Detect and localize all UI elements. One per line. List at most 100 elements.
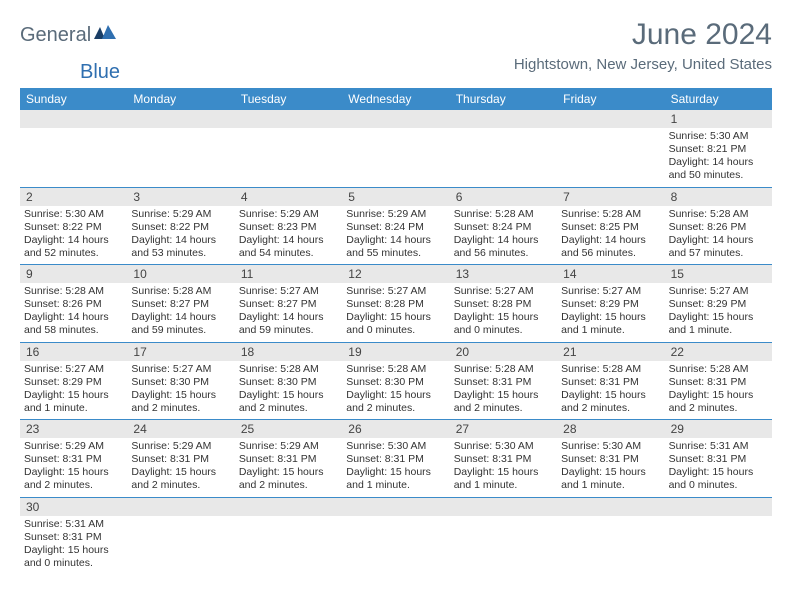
day-info: Sunrise: 5:29 AM Sunset: 8:23 PM Dayligh… (235, 206, 342, 265)
day-number: 14 (557, 265, 664, 283)
day-number: 19 (342, 343, 449, 361)
day-number: 11 (235, 265, 342, 283)
day-number: 24 (127, 420, 234, 438)
day-number: 1 (665, 110, 772, 128)
logo-text-blue: Blue (80, 61, 792, 84)
flag-icon (94, 25, 116, 46)
day-info: Sunrise: 5:30 AM Sunset: 8:31 PM Dayligh… (342, 438, 449, 497)
day-number (342, 498, 449, 516)
day-info: Sunrise: 5:27 AM Sunset: 8:30 PM Dayligh… (127, 361, 234, 420)
day-info: Sunrise: 5:27 AM Sunset: 8:28 PM Dayligh… (450, 283, 557, 342)
info-row: Sunrise: 5:28 AM Sunset: 8:26 PM Dayligh… (20, 283, 772, 343)
day-info: Sunrise: 5:30 AM Sunset: 8:31 PM Dayligh… (557, 438, 664, 497)
logo: General (20, 18, 118, 47)
day-number (450, 498, 557, 516)
info-row: Sunrise: 5:30 AM Sunset: 8:21 PM Dayligh… (20, 128, 772, 188)
day-number: 20 (450, 343, 557, 361)
info-row: Sunrise: 5:31 AM Sunset: 8:31 PM Dayligh… (20, 516, 772, 575)
day-info: Sunrise: 5:29 AM Sunset: 8:24 PM Dayligh… (342, 206, 449, 265)
day-info: Sunrise: 5:29 AM Sunset: 8:31 PM Dayligh… (127, 438, 234, 497)
daynum-row: 16171819202122 (20, 343, 772, 361)
day-number (557, 498, 664, 516)
day-info (665, 516, 772, 575)
day-info: Sunrise: 5:28 AM Sunset: 8:26 PM Dayligh… (20, 283, 127, 342)
day-number (342, 110, 449, 128)
day-info: Sunrise: 5:29 AM Sunset: 8:31 PM Dayligh… (235, 438, 342, 497)
day-number (450, 110, 557, 128)
day-info: Sunrise: 5:30 AM Sunset: 8:31 PM Dayligh… (450, 438, 557, 497)
day-number: 17 (127, 343, 234, 361)
logo-text-general: General (20, 24, 91, 47)
day-number: 7 (557, 188, 664, 206)
calendar: SundayMondayTuesdayWednesdayThursdayFrid… (20, 88, 772, 574)
day-info: Sunrise: 5:27 AM Sunset: 8:29 PM Dayligh… (665, 283, 772, 342)
day-number: 6 (450, 188, 557, 206)
day-info: Sunrise: 5:28 AM Sunset: 8:27 PM Dayligh… (127, 283, 234, 342)
day-info (235, 516, 342, 575)
day-number: 25 (235, 420, 342, 438)
day-info: Sunrise: 5:28 AM Sunset: 8:30 PM Dayligh… (235, 361, 342, 420)
day-info (557, 128, 664, 187)
day-info (342, 128, 449, 187)
day-number: 15 (665, 265, 772, 283)
day-number: 23 (20, 420, 127, 438)
day-info: Sunrise: 5:30 AM Sunset: 8:22 PM Dayligh… (20, 206, 127, 265)
day-info (342, 516, 449, 575)
daynum-row: 1 (20, 110, 772, 128)
day-header-cell: Friday (557, 88, 664, 110)
day-info (20, 128, 127, 187)
day-info: Sunrise: 5:29 AM Sunset: 8:31 PM Dayligh… (20, 438, 127, 497)
day-number (665, 498, 772, 516)
day-info: Sunrise: 5:28 AM Sunset: 8:31 PM Dayligh… (450, 361, 557, 420)
day-number: 13 (450, 265, 557, 283)
day-number: 8 (665, 188, 772, 206)
day-info (127, 128, 234, 187)
day-info: Sunrise: 5:28 AM Sunset: 8:25 PM Dayligh… (557, 206, 664, 265)
day-header-cell: Thursday (450, 88, 557, 110)
day-number: 26 (342, 420, 449, 438)
day-number: 12 (342, 265, 449, 283)
day-info (450, 128, 557, 187)
day-info: Sunrise: 5:27 AM Sunset: 8:27 PM Dayligh… (235, 283, 342, 342)
day-info (235, 128, 342, 187)
day-header-cell: Sunday (20, 88, 127, 110)
day-header-cell: Tuesday (235, 88, 342, 110)
day-number: 3 (127, 188, 234, 206)
day-info: Sunrise: 5:30 AM Sunset: 8:21 PM Dayligh… (665, 128, 772, 187)
day-number: 28 (557, 420, 664, 438)
day-header-cell: Monday (127, 88, 234, 110)
info-row: Sunrise: 5:29 AM Sunset: 8:31 PM Dayligh… (20, 438, 772, 498)
day-number (20, 110, 127, 128)
day-number: 21 (557, 343, 664, 361)
day-number (127, 498, 234, 516)
day-header-row: SundayMondayTuesdayWednesdayThursdayFrid… (20, 88, 772, 110)
day-info: Sunrise: 5:28 AM Sunset: 8:24 PM Dayligh… (450, 206, 557, 265)
day-number: 10 (127, 265, 234, 283)
daynum-row: 30 (20, 498, 772, 516)
day-number: 22 (665, 343, 772, 361)
daynum-row: 23242526272829 (20, 420, 772, 438)
day-number: 29 (665, 420, 772, 438)
info-row: Sunrise: 5:27 AM Sunset: 8:29 PM Dayligh… (20, 361, 772, 421)
day-info: Sunrise: 5:27 AM Sunset: 8:29 PM Dayligh… (20, 361, 127, 420)
day-info: Sunrise: 5:27 AM Sunset: 8:29 PM Dayligh… (557, 283, 664, 342)
day-number: 16 (20, 343, 127, 361)
day-number (127, 110, 234, 128)
day-info (450, 516, 557, 575)
daynum-row: 2345678 (20, 188, 772, 206)
day-number: 9 (20, 265, 127, 283)
day-info: Sunrise: 5:28 AM Sunset: 8:31 PM Dayligh… (557, 361, 664, 420)
day-info (557, 516, 664, 575)
day-number: 27 (450, 420, 557, 438)
day-info (127, 516, 234, 575)
month-title: June 2024 (514, 18, 772, 52)
day-number (235, 498, 342, 516)
day-header-cell: Saturday (665, 88, 772, 110)
day-info: Sunrise: 5:29 AM Sunset: 8:22 PM Dayligh… (127, 206, 234, 265)
day-number: 30 (20, 498, 127, 516)
day-header-cell: Wednesday (342, 88, 449, 110)
day-info: Sunrise: 5:28 AM Sunset: 8:30 PM Dayligh… (342, 361, 449, 420)
day-info: Sunrise: 5:28 AM Sunset: 8:26 PM Dayligh… (665, 206, 772, 265)
info-row: Sunrise: 5:30 AM Sunset: 8:22 PM Dayligh… (20, 206, 772, 266)
day-info: Sunrise: 5:28 AM Sunset: 8:31 PM Dayligh… (665, 361, 772, 420)
